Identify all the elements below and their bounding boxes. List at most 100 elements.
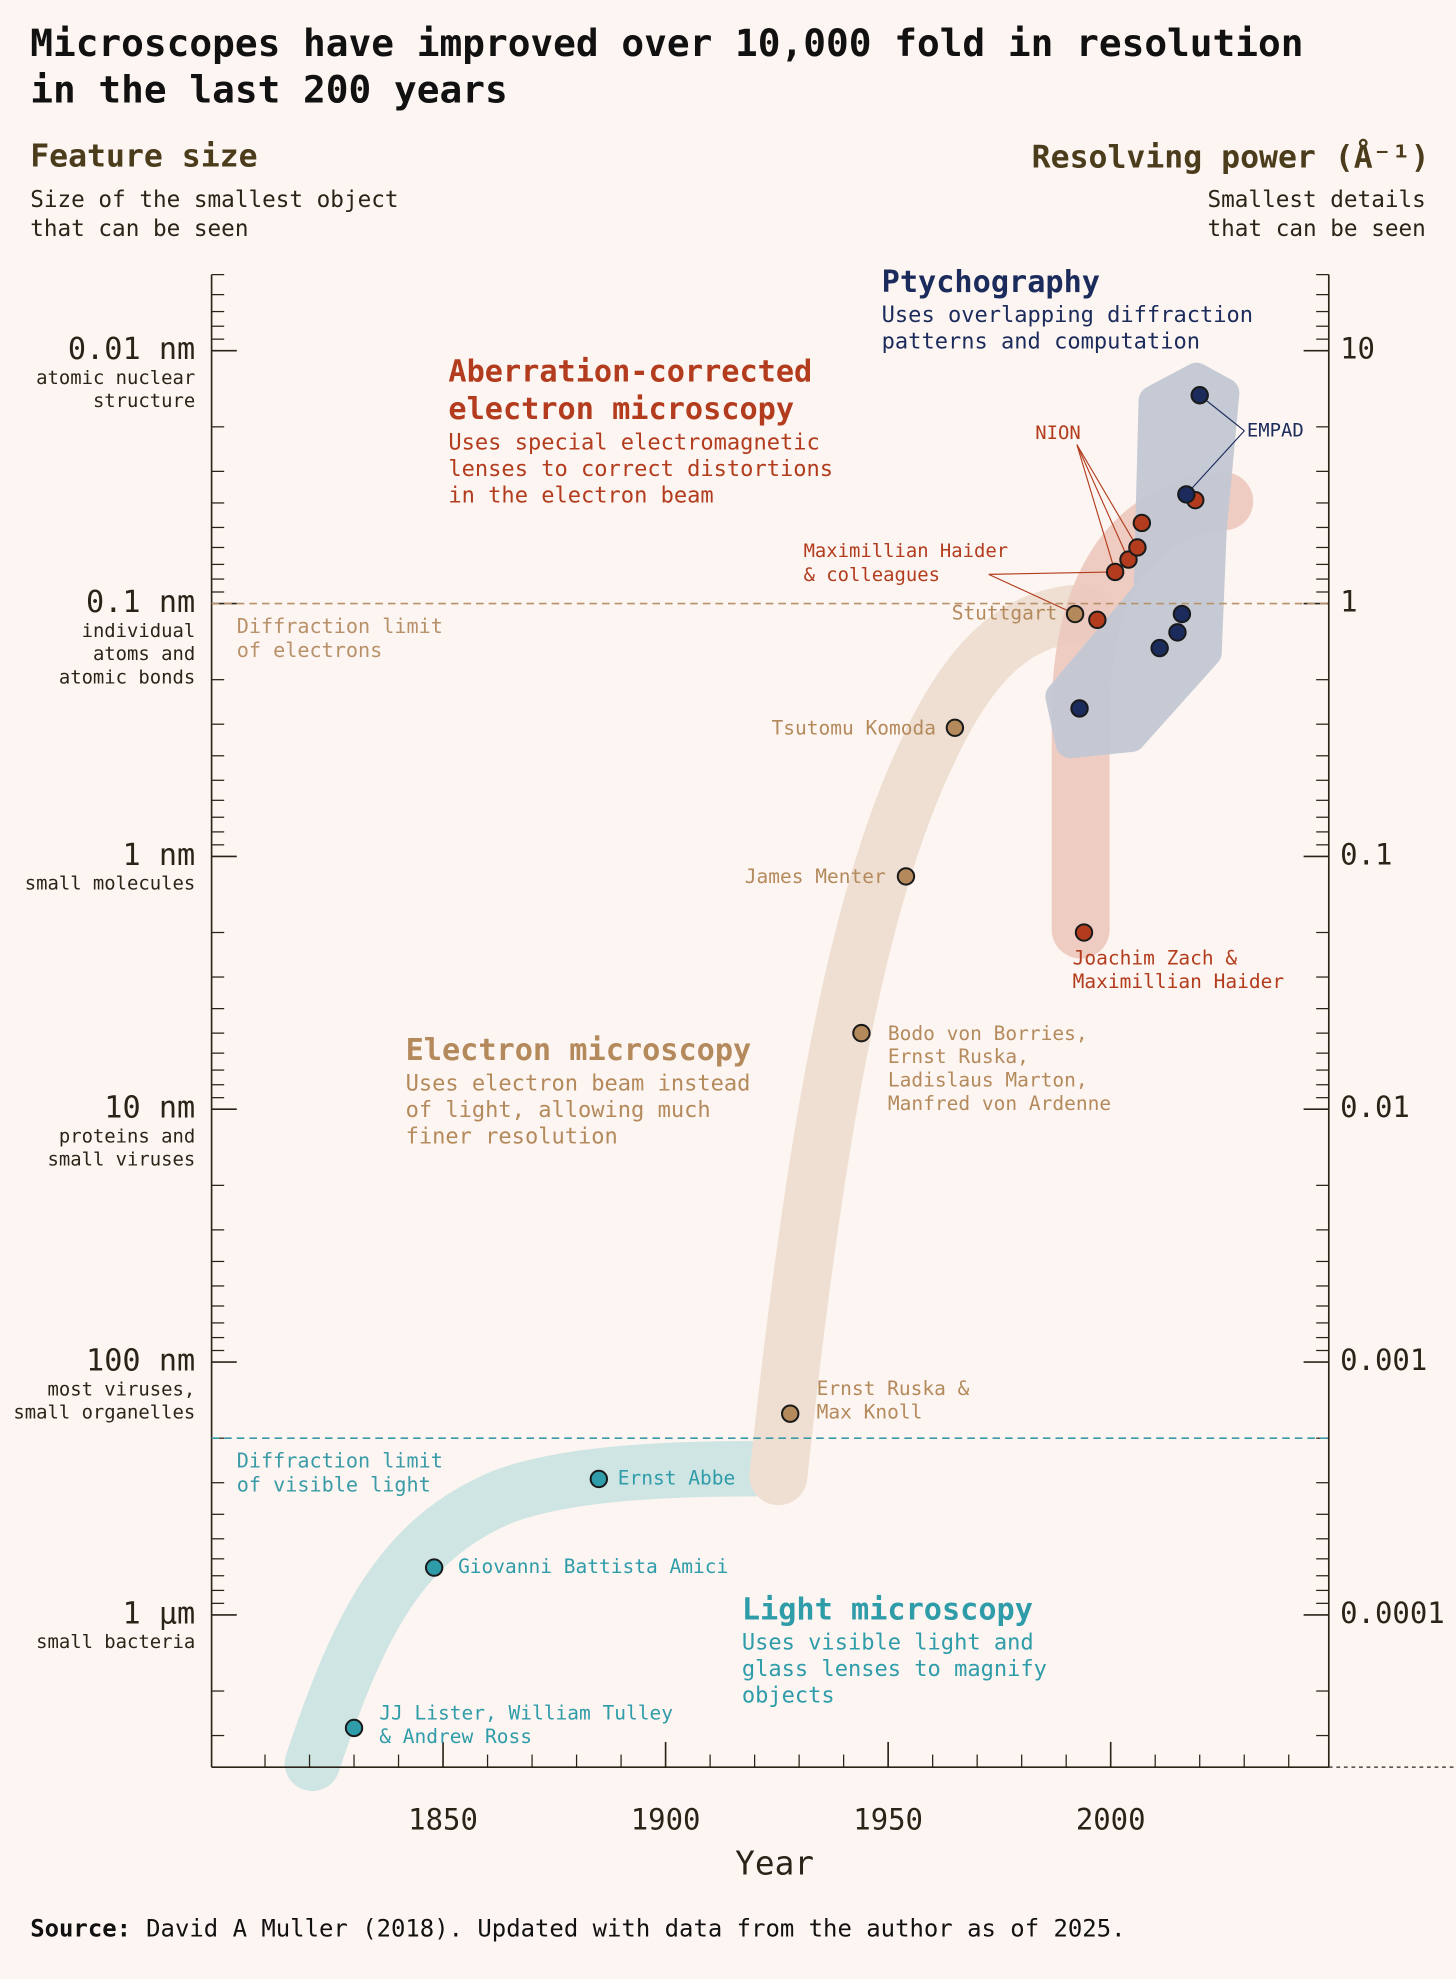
y-axis-subtitle: Size of the smallest object [30, 187, 398, 213]
data-point [589, 1469, 609, 1489]
y2-tick-label: 10 [1340, 332, 1375, 366]
y-tick-note: atomic nuclear [36, 367, 195, 389]
data-point [1074, 923, 1094, 942]
y-tick-label: 1 nm [122, 838, 195, 873]
group-description: Uses overlapping diffraction [882, 303, 1253, 328]
y2-tick-label: 0.001 [1340, 1343, 1427, 1377]
light-band [284, 1440, 799, 1792]
ptychography-band [1045, 362, 1240, 759]
point-label: Maximillian Haider [1073, 970, 1284, 993]
diffraction-limit-label: Diffraction limit [237, 614, 443, 638]
y-tick-label: 0.01 nm [68, 332, 195, 367]
data-point [1132, 513, 1152, 533]
y-tick-note: small molecules [25, 873, 195, 895]
group-title: Ptychography [882, 265, 1100, 300]
group-title: Light microscopy [742, 1592, 1033, 1627]
chart-title: in the last 200 years [30, 67, 507, 111]
chart-title: Microscopes have improved over 10,000 fo… [30, 21, 1303, 65]
plot: Microscopes have improved over 10,000 fo… [13, 21, 1456, 1943]
y-tick-note: structure [93, 390, 195, 412]
annotation-connector [1076, 444, 1138, 548]
data-point [1070, 699, 1089, 718]
annotation-connector [1185, 430, 1245, 495]
source-text: David A Muller (2018). Updated with data… [146, 1915, 1125, 1943]
y-tick-note: proteins and [59, 1125, 195, 1147]
y-axis-title: Feature size [30, 138, 257, 174]
data-point [781, 1404, 800, 1423]
group-title: Electron microscopy [406, 1033, 752, 1068]
point-label: Tsutomu Komoda [772, 717, 937, 740]
group-description: objects [742, 1684, 835, 1709]
group-description: Uses electron beam instead [406, 1071, 751, 1096]
annotation: & colleagues [804, 564, 940, 586]
annotation-connector [1076, 444, 1130, 560]
group-description: glass lenses to magnify [742, 1657, 1047, 1682]
point-label: Max Knoll [817, 1401, 923, 1424]
data-point [1088, 610, 1107, 630]
source: Source: David A Muller (2018). Updated wi… [30, 1915, 1125, 1943]
annotation-connector [1076, 444, 1116, 573]
y-tick-note: small viruses [47, 1149, 195, 1171]
group-description: of light, allowing much [406, 1098, 711, 1123]
point-label: Manfred von Ardenne [888, 1092, 1111, 1115]
y2-axis-subtitle: Smallest details [1208, 187, 1426, 213]
annotation-connector [988, 573, 1076, 615]
diffraction-limit-label: of electrons [237, 638, 383, 662]
y-tick-label: 10 nm [104, 1091, 195, 1126]
y-tick-note: small organelles [13, 1402, 195, 1424]
point-label: Joachim Zach & [1073, 946, 1238, 969]
y2-tick-label: 0.0001 [1340, 1596, 1445, 1630]
group-title: Aberration-corrected [448, 354, 812, 389]
point-label: Ernst Abbe [618, 1466, 736, 1489]
diffraction-limit-label: of visible light [237, 1473, 431, 1497]
data-point [1172, 604, 1192, 624]
y2-tick-label: 1 [1340, 585, 1357, 619]
group-description: lenses to correct distortions [448, 457, 833, 482]
annotation: Maximillian Haider [804, 540, 1009, 562]
data-point [1150, 638, 1169, 658]
annotation-connector [1199, 394, 1245, 432]
x-tick-label: 1850 [408, 1802, 478, 1836]
data-point [1119, 550, 1138, 569]
x-tick-label: 2000 [1076, 1802, 1146, 1836]
diffraction-limit-label: Diffraction limit [237, 1449, 443, 1473]
y-tick-label: 0.1 nm [86, 585, 195, 620]
annotation-connector [988, 571, 1116, 575]
annotation: EMPAD [1247, 419, 1304, 441]
data-point [1105, 562, 1125, 582]
y-tick-note: individual [82, 620, 196, 642]
data-point [1177, 485, 1196, 504]
point-label: James Menter [745, 865, 886, 888]
electron-band [749, 584, 1110, 1506]
data-point [945, 718, 965, 737]
group-description: patterns and computation [882, 330, 1200, 355]
y-tick-note: small bacteria [36, 1631, 195, 1653]
data-point [1168, 623, 1187, 642]
y-tick-note: atoms and [93, 643, 195, 665]
x-tick-label: 1900 [631, 1802, 701, 1836]
y-tick-note: atomic bonds [59, 666, 195, 688]
point-label: Ladislaus Marton, [888, 1068, 1088, 1091]
x-axis-title: Year [735, 1844, 814, 1882]
point-label: Ernst Ruska & [817, 1377, 970, 1400]
group-description: in the electron beam [448, 483, 713, 508]
group-description: Uses visible light and [742, 1631, 1034, 1656]
y-tick-label: 1 µm [122, 1596, 195, 1631]
point-label: Giovanni Battista Amici [458, 1555, 728, 1578]
group-description: Uses special electromagnetic [448, 430, 819, 455]
point-label: JJ Lister, William Tulley [379, 1702, 673, 1725]
source-label: Source: [30, 1915, 131, 1943]
point-label: Bodo von Borries, [888, 1022, 1088, 1045]
annotation: NION [1035, 422, 1080, 444]
y-tick-note: most viruses, [47, 1378, 195, 1400]
data-point [344, 1718, 364, 1738]
y2-tick-label: 0.1 [1340, 837, 1392, 871]
x-tick-label: 1950 [853, 1802, 923, 1836]
y-axis-subtitle: that can be seen [30, 216, 248, 242]
y2-axis-title: Resolving power (Å⁻¹) [1032, 138, 1430, 176]
group-description: finer resolution [406, 1124, 618, 1149]
point-label: Ernst Ruska, [888, 1045, 1029, 1068]
data-point [1128, 538, 1147, 557]
data-point [424, 1558, 444, 1577]
